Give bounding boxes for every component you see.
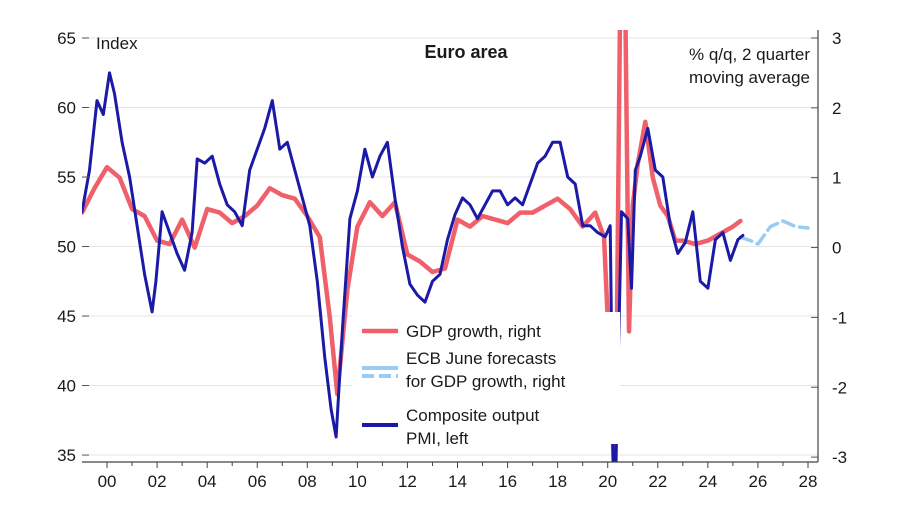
legend-label-forecast-line2: for GDP growth, right — [406, 372, 566, 391]
x-axis-tick-label: 18 — [548, 472, 567, 491]
x-axis-tick-label: 16 — [498, 472, 517, 491]
legend-label-pmi-line2: PMI, left — [406, 429, 469, 448]
left-axis-tick-label: 35 — [57, 446, 76, 465]
right-axis-tick-label: 0 — [832, 239, 841, 258]
right-axis-tick-label: 1 — [832, 169, 841, 188]
left-axis-label: Index — [96, 34, 138, 53]
left-axis-tick-label: 50 — [57, 238, 76, 257]
right-axis-label-line2: moving average — [689, 68, 810, 87]
gdp-series-line — [82, 30, 743, 462]
left-axis-tick-label: 45 — [57, 307, 76, 326]
x-axis-tick-label: 26 — [748, 472, 767, 491]
right-axis-tick-label: -1 — [832, 308, 847, 327]
x-axis-tick-label: 20 — [598, 472, 617, 491]
x-axis-tick-label: 24 — [698, 472, 717, 491]
legend: GDP growth, right ECB June forecasts for… — [352, 312, 620, 448]
right-axis-tick-label: 3 — [832, 29, 841, 48]
left-axis-tick-label: 60 — [57, 99, 76, 118]
right-axis-label-line1: % q/q, 2 quarter — [689, 45, 810, 64]
left-axis-tick-label: 55 — [57, 168, 76, 187]
x-axis-tick-label: 02 — [148, 472, 167, 491]
x-axis-tick-label: 12 — [398, 472, 417, 491]
right-axis-tick-label: 2 — [832, 99, 841, 118]
ecb-forecast-series-line — [738, 219, 810, 246]
legend-label-gdp: GDP growth, right — [406, 322, 541, 341]
chart-title: Euro area — [424, 42, 508, 62]
x-axis-tick-label: 10 — [348, 472, 367, 491]
x-axis-tick-label: 22 — [648, 472, 667, 491]
x-axis-tick-label: 14 — [448, 472, 467, 491]
x-axis-tick-label: 28 — [799, 472, 818, 491]
right-axis-tick-label: -3 — [832, 448, 847, 467]
left-axis-tick-label: 65 — [57, 29, 76, 48]
legend-label-pmi-line1: Composite output — [406, 406, 540, 425]
x-axis-tick-label: 00 — [98, 472, 117, 491]
pmi-series-line — [82, 71, 745, 462]
x-axis-tick-label: 06 — [248, 472, 267, 491]
legend-label-forecast-line1: ECB June forecasts — [406, 349, 556, 368]
x-axis-tick-label: 04 — [198, 472, 217, 491]
x-axis-tick-label: 08 — [298, 472, 317, 491]
plot-area — [82, 30, 810, 462]
right-axis-tick-label: -2 — [832, 378, 847, 397]
left-axis-tick-label: 40 — [57, 377, 76, 396]
